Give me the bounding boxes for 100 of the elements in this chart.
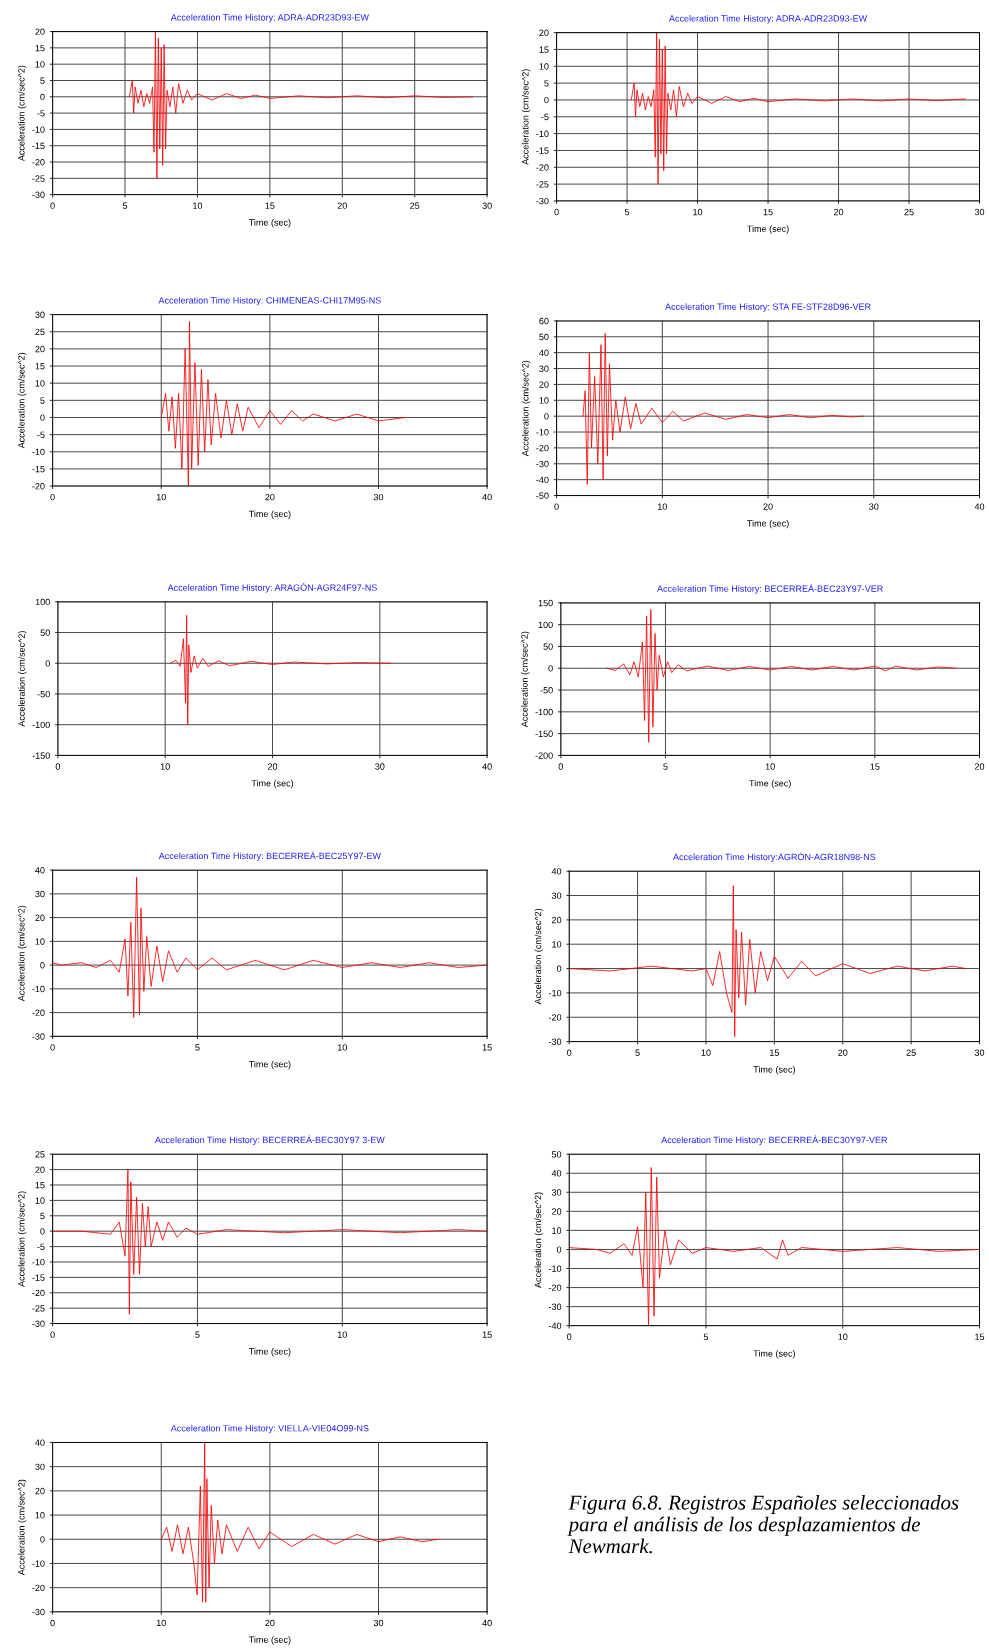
- y-tick-label: -30: [32, 1320, 45, 1327]
- x-tick-label: 15: [770, 1049, 780, 1056]
- y-tick-label: -15: [32, 1274, 45, 1281]
- y-tick-label: -5: [37, 110, 45, 117]
- x-tick-label: 10: [838, 1333, 848, 1340]
- line-series: [52, 1169, 488, 1315]
- y-tick-label: 0: [40, 414, 45, 421]
- x-tick-label: 0: [50, 1331, 55, 1338]
- x-tick-label: 5: [624, 208, 630, 216]
- y-tick-label: -30: [536, 197, 549, 205]
- x-tick-label: 15: [763, 208, 773, 216]
- y-tick-label: -20: [32, 1584, 45, 1592]
- y-tick-label: -50: [37, 690, 50, 698]
- line-series: [52, 876, 488, 1018]
- y-tick-label: -10: [536, 429, 549, 436]
- y-tick-label: -10: [32, 448, 45, 456]
- y-tick-label: -40: [536, 476, 549, 484]
- y-tick-label: 0: [556, 965, 562, 972]
- y-tick-label: 60: [539, 317, 549, 325]
- x-tick-label: 10: [657, 503, 667, 510]
- y-tick-label: 40: [551, 868, 562, 875]
- x-tick-label: 0: [567, 1049, 572, 1056]
- x-tick-label: 30: [974, 1049, 985, 1056]
- y-tick-label: 0: [556, 1246, 562, 1253]
- y-tick-label: 100: [35, 598, 50, 606]
- x-tick-label: 5: [663, 763, 668, 770]
- y-axis-title: Acceleration (cm/sec^2): [534, 908, 543, 1005]
- y-tick-label: -200: [535, 752, 553, 759]
- x-tick-label: 40: [482, 763, 492, 770]
- y-axis-title: Acceleration (cm/sec^2): [17, 65, 27, 162]
- y-axis-title: Acceleration (cm/sec^2): [17, 1479, 27, 1576]
- y-tick-label: -25: [32, 1305, 45, 1312]
- y-tick-label: 30: [551, 892, 562, 899]
- y-tick-label: 20: [539, 29, 549, 36]
- y-tick-label: 40: [35, 1439, 45, 1446]
- x-tick-label: 0: [50, 1044, 55, 1051]
- y-tick-label: 25: [35, 328, 45, 336]
- x-tick-label: 40: [482, 493, 492, 501]
- y-tick-label: 15: [539, 46, 549, 53]
- y-tick-label: -20: [548, 1014, 562, 1021]
- x-tick-label: 20: [763, 503, 773, 510]
- y-tick-label: 5: [40, 397, 45, 404]
- x-axis-title: Time (sec): [747, 225, 789, 234]
- y-tick-label: 50: [551, 1151, 562, 1158]
- x-axis-title: Time (sec): [248, 1347, 291, 1357]
- y-tick-label: 10: [35, 380, 45, 387]
- x-tick-label: 5: [635, 1049, 640, 1056]
- y-tick-label: -15: [536, 147, 549, 154]
- x-tick-label: 20: [267, 763, 278, 770]
- y-tick-label: -20: [536, 444, 549, 452]
- chart-title: Acceleration Time History: ADRA-ADR23D93-EW: [170, 13, 369, 23]
- y-axis-title: Acceleration (cm/sec^2): [17, 352, 27, 449]
- chart-title: Acceleration Time History:AGRÓN-AGR18N98-NS: [673, 852, 876, 862]
- y-tick-label: 100: [538, 621, 553, 629]
- line-series: [569, 885, 967, 1038]
- y-tick-label: -30: [32, 191, 45, 198]
- text: Figura 6.8. Registros Españoles seleccionados para el análisis de los desplazamientos de Newmark.: [567, 1495, 959, 1554]
- x-tick-label: 25: [904, 208, 914, 216]
- x-tick-label: 20: [833, 208, 844, 216]
- y-tick-label: -150: [535, 730, 553, 737]
- x-tick-label: 5: [195, 1044, 200, 1051]
- x-tick-label: 15: [975, 1333, 985, 1340]
- y-tick-label: 0: [40, 1536, 45, 1543]
- chart-title: Acceleration Time History: BECERREÁ-BEC23Y97-VER: [657, 583, 883, 594]
- x-tick-label: 15: [482, 1331, 492, 1338]
- y-tick-label: -30: [548, 1303, 562, 1310]
- y-tick-label: 10: [35, 938, 45, 945]
- x-tick-label: 15: [265, 202, 275, 209]
- y-tick-label: 50: [539, 333, 549, 341]
- y-tick-label: -50: [536, 492, 549, 499]
- y-tick-label: -20: [32, 1289, 45, 1297]
- chart-title: Acceleration Time History: VIELLA-VIE04O99-NS: [170, 1424, 369, 1434]
- x-tick-label: 30: [869, 503, 879, 510]
- y-tick-label: 0: [40, 1228, 45, 1235]
- y-tick-label: 150: [538, 599, 553, 607]
- x-tick-label: 20: [265, 493, 275, 501]
- y-tick-label: 20: [35, 345, 45, 353]
- y-tick-label: 30: [35, 1463, 45, 1471]
- chart-title: Acceleration Time History: ADRA-ADR23D93-EW: [668, 14, 868, 24]
- y-tick-label: -15: [32, 465, 45, 473]
- line-series: [170, 614, 391, 726]
- x-tick-label: 5: [703, 1333, 709, 1340]
- chart-title: Acceleration Time History: STA FE-STF28D96-VER: [665, 303, 871, 312]
- x-axis-title: Time (sec): [248, 219, 291, 228]
- line-series: [160, 321, 407, 487]
- y-tick-label: -25: [536, 181, 549, 188]
- y-tick-label: 5: [40, 1212, 45, 1220]
- x-tick-label: 15: [482, 1044, 492, 1051]
- y-tick-label: 20: [551, 916, 562, 924]
- y-tick-label: -20: [32, 483, 45, 490]
- x-tick-label: 20: [974, 763, 985, 770]
- y-tick-label: -5: [541, 113, 549, 121]
- y-tick-label: 30: [35, 890, 45, 898]
- chart-title: Acceleration Time History: BECERREÁ-BEC25Y97-EW: [158, 851, 381, 861]
- x-tick-label: 10: [160, 763, 170, 770]
- x-tick-label: 10: [193, 202, 203, 209]
- y-tick-label: 20: [35, 1166, 45, 1173]
- y-tick-label: 20: [35, 28, 45, 35]
- y-tick-label: 0: [544, 413, 549, 420]
- x-tick-label: 20: [337, 202, 347, 209]
